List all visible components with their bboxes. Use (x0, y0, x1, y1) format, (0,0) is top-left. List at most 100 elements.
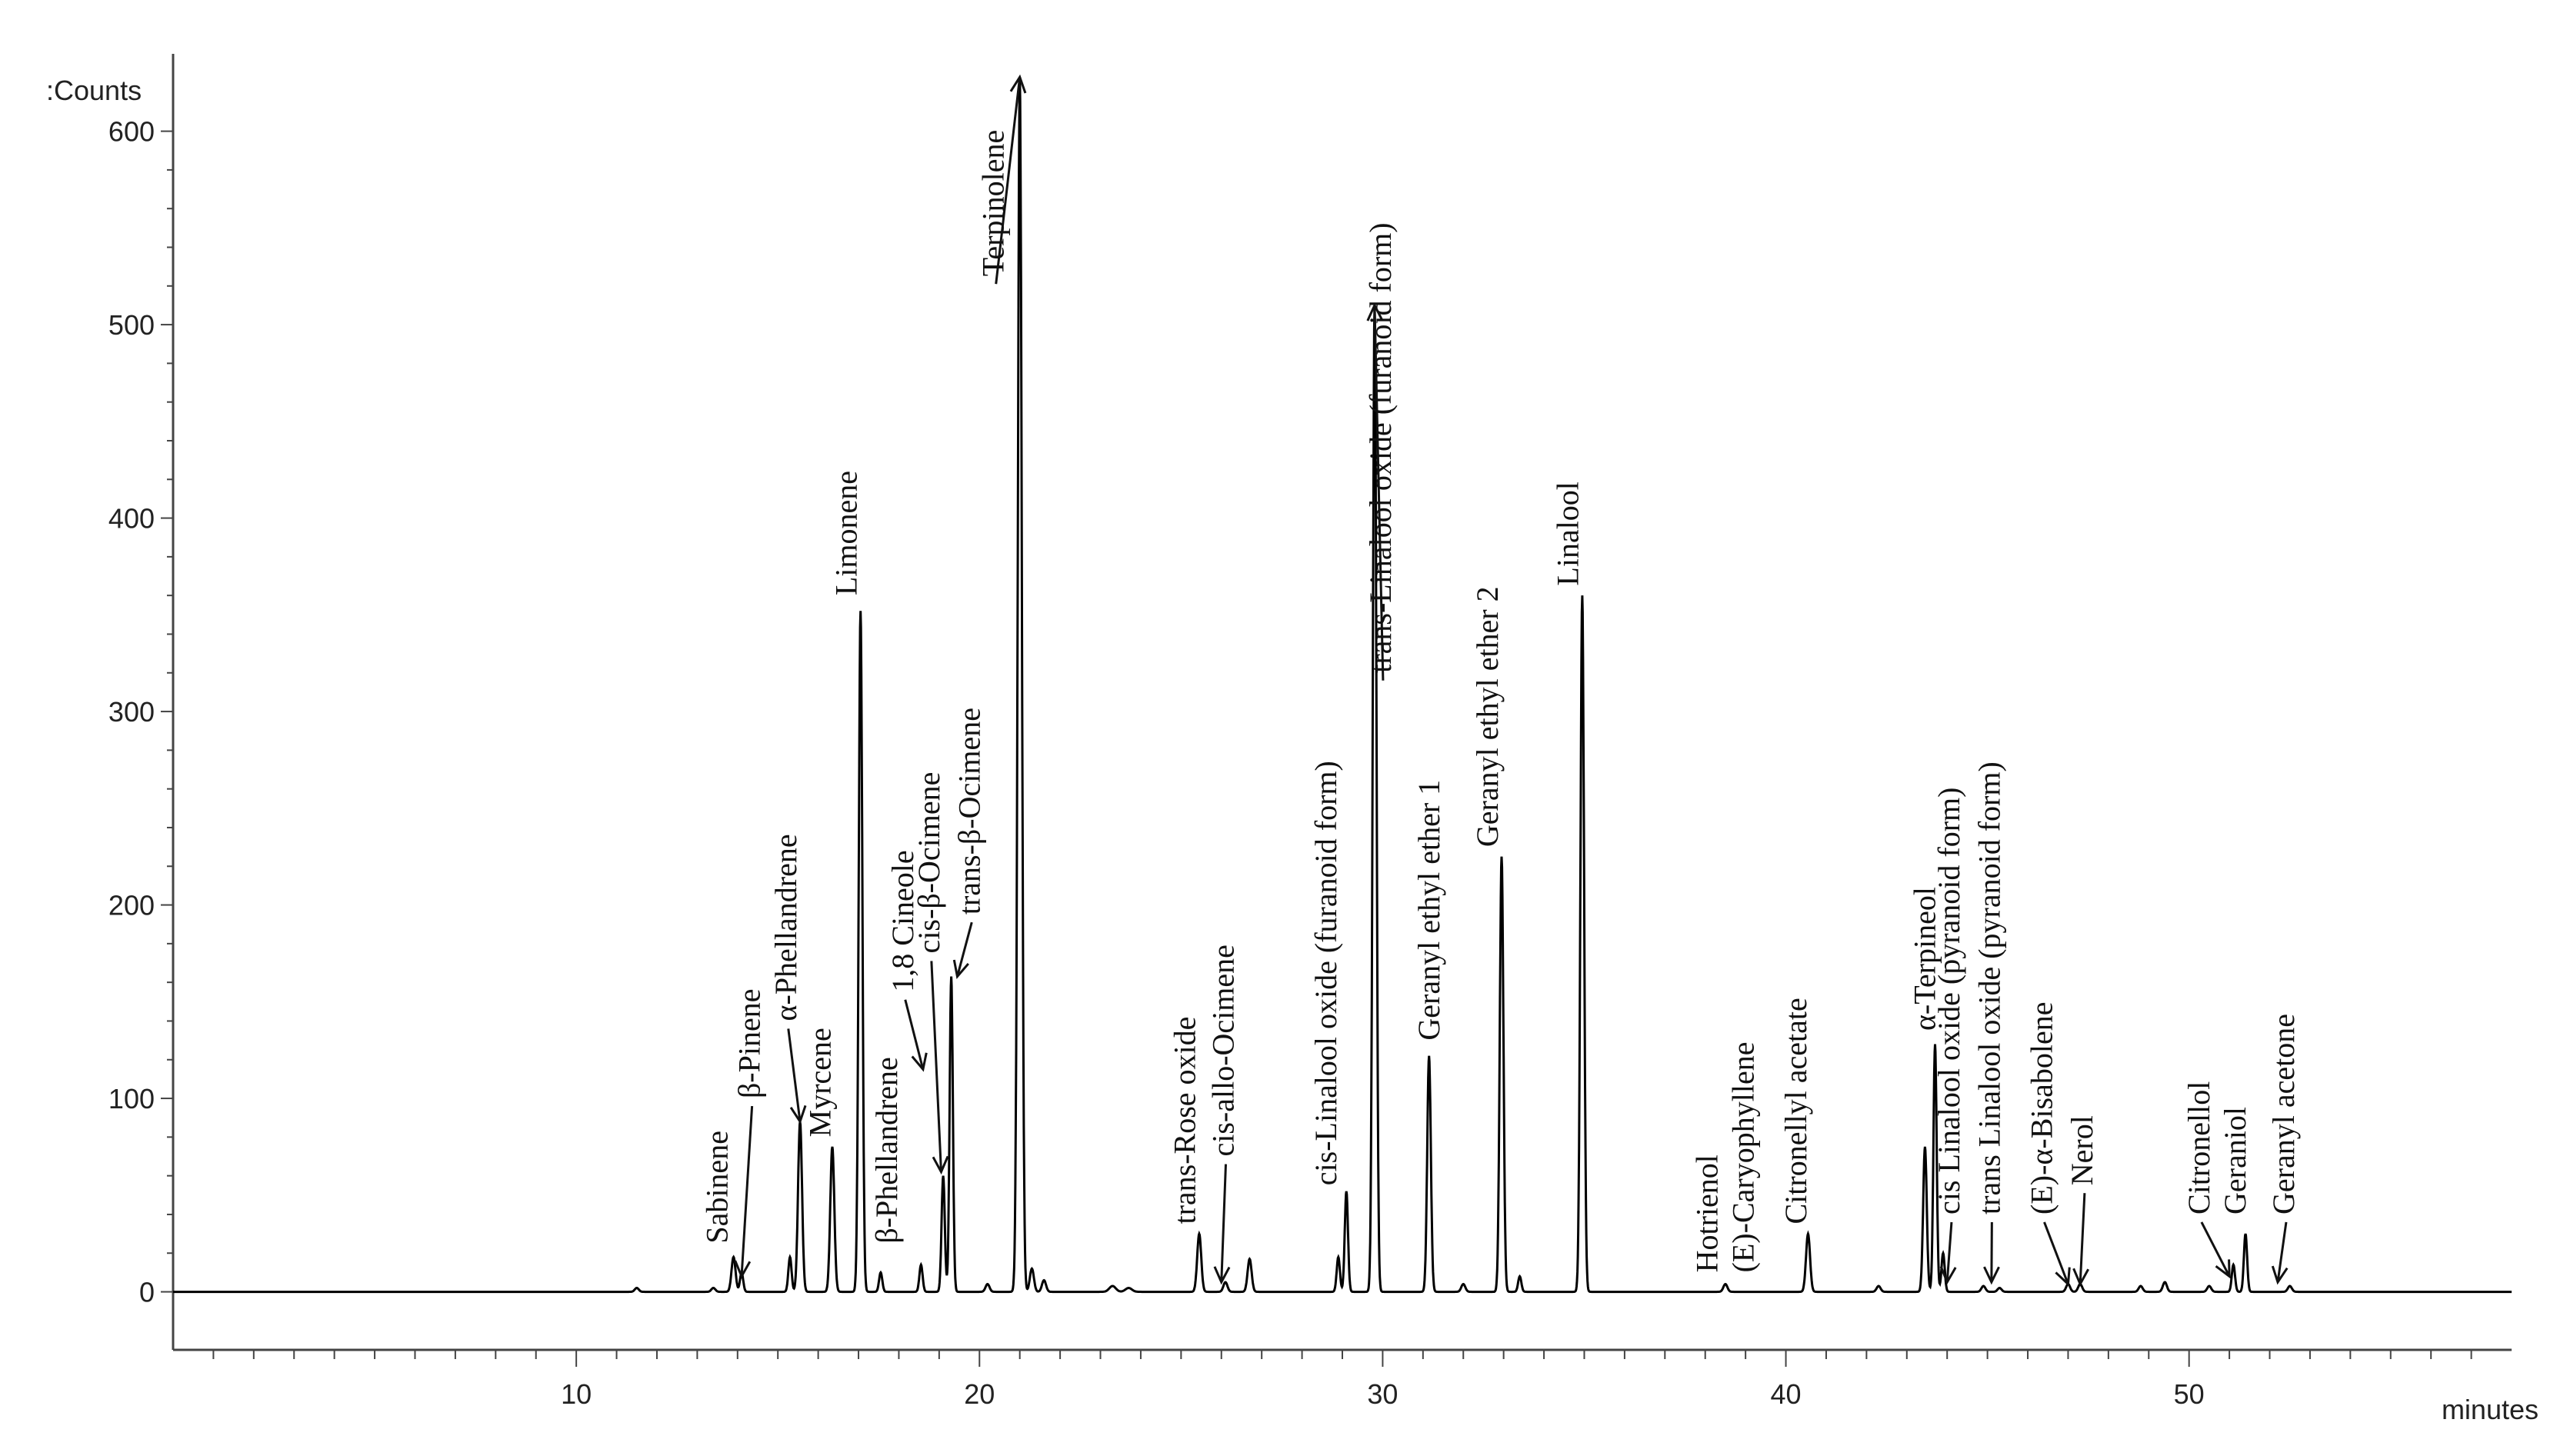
peak-annotation: trans-β-Ocimene (952, 708, 986, 979)
peak-annotation: Sabinene (700, 1131, 735, 1244)
peak-annotation-label: (E)-Caryophyllene (1726, 1042, 1761, 1273)
peak-annotation-label: α-Phellandrene (768, 834, 803, 1021)
peak-annotation-label: Geranyl ethyl ether 1 (1412, 780, 1446, 1041)
peak-annotation: Hotrienol (1689, 1154, 1724, 1272)
peak-annotation-label: Myrcene (802, 1028, 837, 1137)
peak-annotation: cis-allo-Ocimene (1205, 945, 1240, 1285)
peak-annotation-label: Geranyl ethyl ether 2 (1470, 586, 1505, 847)
peak-annotation-arrow (1220, 1164, 1227, 1283)
peak-annotation-arrow (740, 1105, 754, 1277)
peak-annotation: Terpinolene (976, 74, 1027, 285)
peak-annotation: cis-Linalool oxide (furanoid form) (1309, 761, 1343, 1185)
peak-annotation-arrow (1373, 305, 1385, 681)
peak-annotation-label: Nerol (2065, 1115, 2099, 1185)
peak-annotation-arrow (2276, 1221, 2288, 1283)
peak-annotation-label: cis-Linalool oxide (furanoid form) (1309, 761, 1343, 1185)
y-tick-label: 600 (108, 116, 155, 148)
peak-annotation: Geranyl ethyl ether 1 (1412, 780, 1446, 1041)
peak-annotation: Nerol (2065, 1115, 2099, 1287)
y-tick-label: 500 (108, 309, 155, 341)
peak-annotation-label: Geranyl acetone (2266, 1014, 2301, 1214)
peak-annotation: trans-Linalool oxide (furanoid form) (1363, 222, 1398, 681)
peak-annotation-label: trans Linalool oxide (pyranoid form) (1972, 761, 2006, 1214)
peak-annotation-label: Citronellol (2182, 1081, 2216, 1214)
peak-annotation-arrowhead (952, 959, 969, 979)
peak-annotation-arrow (930, 961, 942, 1172)
peak-annotation: Geranyl acetone (2266, 1014, 2301, 1285)
peak-annotation: Limonene (828, 471, 863, 595)
peak-annotation-arrow (995, 77, 1022, 285)
peak-annotation-arrow (787, 1028, 802, 1122)
peak-annotation-arrowhead (789, 1104, 807, 1124)
peak-annotation-arrowhead (2215, 1259, 2231, 1279)
peak-annotation-arrow (904, 999, 925, 1070)
y-axis-label: :Counts (46, 75, 142, 106)
trace (173, 77, 2512, 1294)
peak-annotation-arrowhead (1939, 1265, 1957, 1285)
peak-annotation: (E)-α-Bisabolene (2024, 1002, 2071, 1287)
y-tick-label: 300 (108, 696, 155, 728)
y-tick-label: 100 (108, 1083, 155, 1114)
peak-annotation-label: β-Phellandrene (869, 1057, 904, 1243)
peak-annotation-arrowhead (734, 1260, 752, 1279)
peak-annotation-arrowhead (1009, 74, 1027, 94)
peak-annotation-arrowhead (2072, 1268, 2090, 1287)
y-tick-label: 400 (108, 503, 155, 535)
x-tick-label: 50 (2174, 1378, 2205, 1410)
peak-annotation-arrowhead (911, 1052, 928, 1072)
peak-annotation-label: Hotrienol (1689, 1154, 1724, 1272)
peak-annotation-label: cis-β-Ocimene (912, 772, 946, 954)
chromatogram-trace (173, 77, 2512, 1294)
peak-annotation: α-Terpineol (1907, 887, 1942, 1031)
peak-annotation: Citronellyl acetate (1779, 998, 1813, 1224)
peak-annotation: Linalool (1551, 481, 1585, 586)
peak-annotation-label: trans-Rose oxide (1168, 1017, 1202, 1224)
peak-annotation: β-Phellandrene (869, 1057, 904, 1243)
peak-annotation: Citronellol (2182, 1081, 2231, 1279)
peak-annotation-arrow (2200, 1221, 2231, 1278)
peak-annotation: cis Linalool oxide (pyranoid form) (1932, 788, 1966, 1285)
peak-annotation-arrowhead (1366, 302, 1384, 322)
peak-annotation-label: (E)-α-Bisabolene (2024, 1002, 2059, 1214)
peak-annotation-arrowhead (2055, 1267, 2071, 1287)
x-tick-label: 40 (1771, 1378, 1802, 1410)
peak-annotation: α-Phellandrene (768, 834, 807, 1124)
peak-annotation: Geranyl ethyl ether 2 (1470, 586, 1505, 847)
peak-annotation: β-Pinene (732, 989, 767, 1279)
peak-annotation-label: cis-allo-Ocimene (1205, 945, 1240, 1156)
peak-annotation-arrow (955, 921, 973, 978)
peak-annotation-label: trans-β-Ocimene (952, 708, 986, 915)
peak-annotation: 1,8 Cineole (885, 850, 928, 1072)
x-tick-label: 10 (561, 1378, 592, 1410)
peak-annotation: trans-Rose oxide (1168, 1017, 1202, 1224)
peak-annotation: trans Linalool oxide (pyranoid form) (1972, 761, 2006, 1285)
peak-annotation-label: cis Linalool oxide (pyranoid form) (1932, 788, 1966, 1214)
peak-annotation-label: 1,8 Cineole (885, 850, 920, 991)
peak-annotation-arrowhead (1213, 1266, 1231, 1285)
y-tick-label: 200 (108, 890, 155, 921)
peak-annotation-label: Citronellyl acetate (1779, 998, 1813, 1224)
x-axis-label: minutes (2442, 1394, 2539, 1425)
peak-annotation: cis-β-Ocimene (912, 772, 949, 1175)
peak-annotation-arrow (2079, 1193, 2086, 1284)
peak-annotation-label: α-Terpineol (1907, 887, 1942, 1031)
peak-annotation-arrowhead (2271, 1265, 2289, 1285)
peak-annotation-arrowhead (932, 1155, 949, 1175)
peak-annotation-arrowhead (1983, 1266, 2000, 1285)
peak-annotation-arrow (2043, 1221, 2069, 1285)
y-tick-label: 0 (139, 1277, 155, 1308)
peak-annotation-label: Sabinene (700, 1131, 735, 1244)
peak-annotation-label: Geraniol (2218, 1107, 2252, 1214)
x-tick-label: 20 (964, 1378, 995, 1410)
peak-annotation-arrow (1945, 1221, 1953, 1283)
x-tick-label: 30 (1367, 1378, 1398, 1410)
peak-annotation: (E)-Caryophyllene (1726, 1042, 1761, 1273)
peak-annotation-label: β-Pinene (732, 989, 767, 1099)
peak-annotation-label: Linalool (1551, 481, 1585, 586)
ticks: 0 100 200 300 400 500 600 10 20 30 40 50 (108, 116, 2472, 1410)
peak-annotation: Geraniol (2218, 1107, 2252, 1214)
peak-annotation: Myrcene (802, 1028, 837, 1137)
peak-annotation-label: Limonene (828, 471, 863, 595)
